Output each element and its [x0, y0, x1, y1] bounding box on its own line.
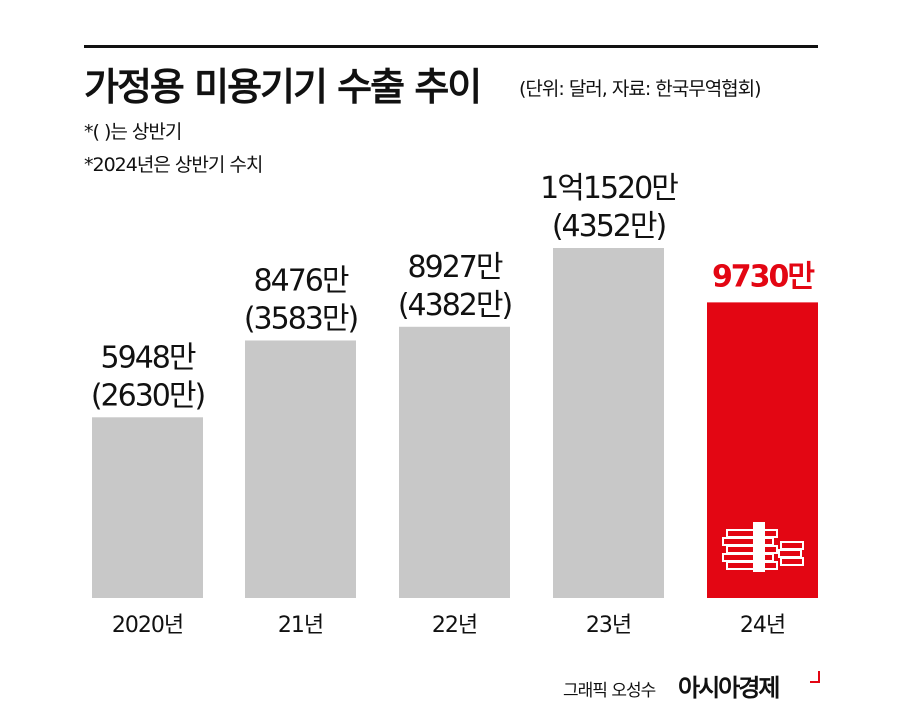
note-2024: *2024년은 상반기 수치: [84, 154, 263, 176]
bar: [245, 340, 356, 598]
money-stack-icon: [722, 522, 804, 572]
category-label: 22년: [432, 613, 477, 638]
value-label: 9730만: [712, 259, 815, 294]
value-label: 8476만: [254, 263, 349, 298]
first-half-label: (2630만): [91, 378, 205, 413]
category-label: 21년: [278, 613, 323, 638]
bar: [399, 326, 510, 598]
first-half-label: (3583만): [244, 301, 358, 336]
bar: [553, 248, 664, 598]
chart-subtitle: (단위: 달러, 자료: 한국무역협회): [519, 78, 762, 100]
bar: [92, 417, 203, 598]
brand-mark-icon: [810, 671, 820, 683]
graphic-credit: 그래픽 오성수: [563, 681, 656, 701]
first-half-label: (4352만): [552, 209, 666, 244]
value-label: 1억1520만: [540, 171, 678, 206]
brand-logo: 아시아경제: [678, 674, 780, 702]
category-label: 2020년: [112, 613, 183, 638]
category-label: 24년: [740, 613, 785, 638]
value-label: 5948만: [101, 340, 196, 375]
category-label: 23년: [586, 613, 631, 638]
first-half-label: (4382만): [398, 288, 512, 323]
value-label: 8927만: [408, 250, 503, 285]
title-rule: [84, 45, 818, 48]
note-first-half: *( )는 상반기: [84, 121, 182, 143]
chart-title: 가정용 미용기기 수출 추이: [84, 65, 482, 109]
